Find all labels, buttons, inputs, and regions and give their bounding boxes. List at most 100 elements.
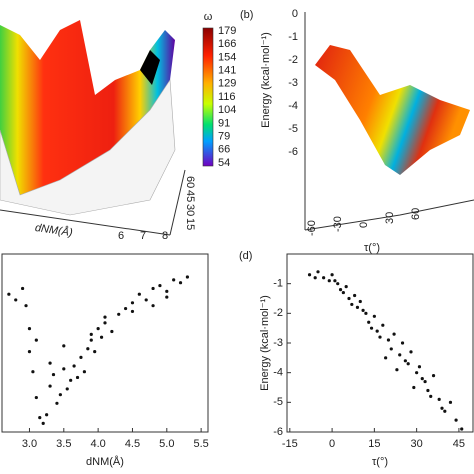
point [431,374,436,378]
point [72,364,76,368]
x-tick-label: 6 [118,230,124,242]
point [45,413,49,417]
axes-a-right [169,169,186,236]
y-tick-label: 30 [184,204,196,216]
point [415,371,419,375]
point [130,309,135,314]
point [165,295,169,299]
colorbar-tick-label: 154 [218,51,236,63]
colorbar-tick-label: 129 [218,78,236,90]
point [375,329,379,333]
point [437,397,441,401]
colorbar [202,27,214,167]
point [7,292,11,296]
point [55,401,59,405]
point [429,394,433,398]
surface-a [0,20,175,195]
y-tick-label: -4 [273,367,283,379]
z-tick-label: -3 [288,77,298,89]
x-axis-label: dNM(Å) [86,455,124,468]
y-tick-label: 60 [184,176,196,188]
point [34,338,38,342]
point [48,384,52,388]
colorbar-tick-label: 91 [218,117,230,129]
point [423,379,427,384]
point [51,372,56,377]
point [353,293,357,298]
point [82,370,86,374]
x-tick-label: -15 [282,438,298,450]
panel-label: (b) [240,9,253,21]
surface-a-pit [140,50,160,85]
surface-a-base [0,79,176,216]
point [454,418,458,422]
point [398,353,402,357]
surface-b [315,45,470,175]
y-axis-label: Energy (kcal·mol⁻¹) [259,295,271,391]
point [75,375,80,380]
point [381,323,385,327]
point [158,283,162,288]
point [347,296,351,301]
point [440,406,444,410]
point [420,377,424,381]
point [395,368,399,372]
x-tick-label: 8 [162,230,168,242]
point [322,276,326,280]
point [355,305,360,309]
point [86,347,90,351]
point [403,359,407,363]
point [38,416,42,420]
x-tick-label: 3.0 [22,438,37,450]
point [443,409,447,413]
point [65,387,69,391]
colorbar-tick-label: 166 [218,38,236,50]
z-tick-label: -2 [288,54,298,66]
point [185,275,189,279]
point [27,350,32,354]
y-tick-label: -6 [273,426,283,438]
point [58,393,62,397]
point [62,367,66,371]
point [117,312,121,316]
point [338,288,343,292]
x-tick-label: 60 [410,208,422,220]
point [178,281,183,285]
z-tick-label: -1 [288,31,298,43]
x-tick-label: 4.5 [125,438,140,450]
point [392,332,396,336]
point [330,273,334,277]
point [400,341,405,345]
point [333,279,337,283]
x-axis-label: τ(°) [372,456,388,468]
colorbar-title: ω [204,11,213,23]
point [412,385,416,390]
point [341,290,345,295]
point [69,378,73,382]
point [172,278,176,282]
point [367,320,371,324]
colorbar-tick-label: 104 [218,104,236,116]
point [62,344,66,348]
point [103,315,107,319]
y-tick-label: 15 [184,218,196,230]
z-tick-label: -5 [288,123,298,135]
point [79,355,83,359]
point [21,286,25,291]
panel-label: (d) [239,250,252,262]
point [34,395,38,400]
x-tick-label: -30 [332,216,344,232]
plot-frame [286,253,474,433]
z-axis-label: Energy (kcal·mol⁻¹) [260,32,272,128]
point [361,308,365,312]
point [89,332,93,336]
x-tick-label: 45 [453,438,465,450]
point [426,388,430,393]
point [27,327,32,331]
point [307,273,312,277]
point [14,298,18,302]
y-tick-label: -2 [273,307,283,319]
x-axis-label: τ(°) [364,242,380,254]
y-tick-label: -3 [273,337,283,349]
